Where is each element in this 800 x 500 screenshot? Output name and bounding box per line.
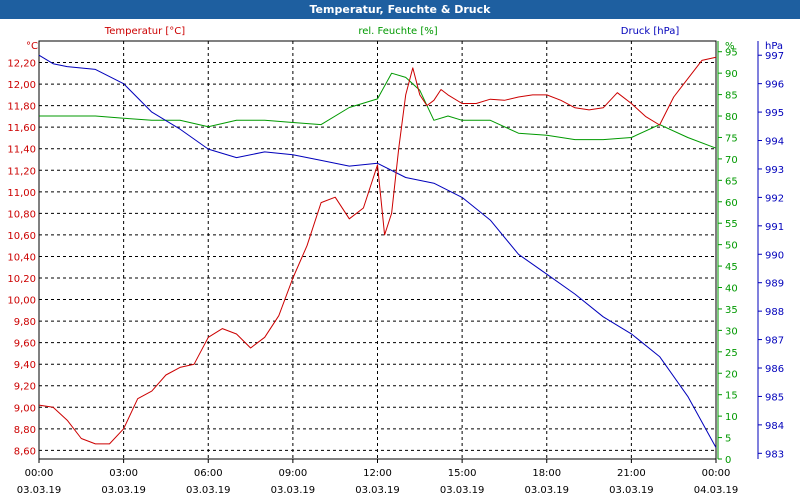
temp-tick-label: 10,60 xyxy=(7,231,36,242)
x-tick-date: 03.03.19 xyxy=(609,485,654,496)
temp-tick-label: 12,20 xyxy=(7,59,36,70)
x-tick-time: 00:00 xyxy=(25,468,54,479)
x-tick-time: 21:00 xyxy=(617,468,646,479)
humidity-tick-label: 90 xyxy=(725,69,738,80)
humidity-unit-label: % xyxy=(725,41,735,52)
pressure-tick-label: 986 xyxy=(765,364,784,375)
x-tick-time: 03:00 xyxy=(109,468,138,479)
humidity-tick-label: 0 xyxy=(725,455,731,466)
temp-tick-label: 11,80 xyxy=(7,102,36,113)
humidity-tick-label: 40 xyxy=(725,284,738,295)
temp-tick-label: 10,80 xyxy=(7,209,36,220)
legend-temperature: Temperatur [°C] xyxy=(104,26,185,37)
pressure-tick-label: 994 xyxy=(765,137,784,148)
grid xyxy=(39,41,716,459)
temp-tick-label: 9,40 xyxy=(14,360,36,371)
pressure-tick-label: 983 xyxy=(765,449,784,460)
x-tick-time: 15:00 xyxy=(448,468,477,479)
humidity-tick-label: 65 xyxy=(725,176,738,187)
x-tick-date: 03.03.19 xyxy=(355,485,400,496)
x-tick-date: 03.03.19 xyxy=(186,485,231,496)
humidity-tick-label: 5 xyxy=(725,434,731,445)
pressure-tick-label: 989 xyxy=(765,279,784,290)
x-tick-time: 12:00 xyxy=(363,468,392,479)
humidity-tick-label: 70 xyxy=(725,155,738,166)
pressure-tick-label: 991 xyxy=(765,222,784,233)
temp-tick-label: 11,20 xyxy=(7,166,36,177)
chart: 00:00 03.03.19 03:00 03.03.19 06:00 03.03.19 0… xyxy=(7,26,784,496)
x-tick-date: 03.03.19 xyxy=(524,485,569,496)
temp-tick-label: 9,20 xyxy=(14,382,36,393)
humidity-tick-label: 55 xyxy=(725,219,738,230)
temp-tick-label: 10,20 xyxy=(7,274,36,285)
humidity-tick-label: 50 xyxy=(725,241,738,252)
temp-tick-label: 8,60 xyxy=(14,446,36,457)
x-tick-date: 03.03.19 xyxy=(101,485,146,496)
humidity-tick-label: 85 xyxy=(725,91,738,102)
pressure-tick-label: 988 xyxy=(765,307,784,318)
pressure-tick-label: 985 xyxy=(765,392,784,403)
humidity-tick-label: 95 xyxy=(725,48,738,59)
axes-group: 00:00 03.03.19 03:00 03.03.19 06:00 03.03.19 0… xyxy=(7,26,784,496)
pressure-tick-label: 992 xyxy=(765,193,784,204)
x-tick-date: 03.03.19 xyxy=(271,485,316,496)
pressure-tick-label: 993 xyxy=(765,165,784,176)
pressure-tick-label: 996 xyxy=(765,80,784,91)
temp-tick-label: 11,40 xyxy=(7,145,36,156)
pressure-tick-label: 995 xyxy=(765,108,784,119)
temp-tick-label: 9,80 xyxy=(14,317,36,328)
temp-tick-label: 9,60 xyxy=(14,339,36,350)
temp-tick-label: 11,00 xyxy=(7,188,36,199)
temp-unit-label: °C xyxy=(26,41,38,52)
window-title: Temperatur, Feuchte & Druck xyxy=(0,0,800,19)
temp-tick-label: 8,80 xyxy=(14,425,36,436)
pressure-tick-label: 990 xyxy=(765,250,784,261)
series-group xyxy=(38,54,717,448)
x-tick-date: 03.03.19 xyxy=(17,485,62,496)
pressure-tick-label: 997 xyxy=(765,51,784,62)
x-tick-date: 03.03.19 xyxy=(440,485,485,496)
humidity-tick-label: 10 xyxy=(725,412,738,423)
humidity-tick-label: 60 xyxy=(725,198,738,209)
temp-tick-label: 9,00 xyxy=(14,403,36,414)
x-tick-time: 09:00 xyxy=(278,468,307,479)
temp-tick-label: 10,40 xyxy=(7,252,36,263)
pressure-unit-label: hPa xyxy=(765,41,783,52)
x-tick-date: 04.03.19 xyxy=(694,485,739,496)
x-tick-time: 06:00 xyxy=(194,468,223,479)
humidity-tick-label: 25 xyxy=(725,348,738,359)
series-line-pressure xyxy=(38,54,717,448)
pressure-tick-label: 984 xyxy=(765,421,784,432)
humidity-tick-label: 45 xyxy=(725,262,738,273)
humidity-tick-label: 75 xyxy=(725,133,738,144)
x-tick-time: 00:00 xyxy=(702,468,731,479)
legend-pressure: Druck [hPa] xyxy=(621,26,680,37)
legend-humidity: rel. Feuchte [%] xyxy=(358,26,437,37)
temp-tick-label: 10,00 xyxy=(7,296,36,307)
humidity-tick-label: 15 xyxy=(725,391,738,402)
temp-tick-label: 11,60 xyxy=(7,123,36,134)
temp-tick-label: 12,00 xyxy=(7,80,36,91)
humidity-tick-label: 80 xyxy=(725,112,738,123)
humidity-tick-label: 35 xyxy=(725,305,738,316)
pressure-tick-label: 987 xyxy=(765,336,784,347)
x-tick-time: 18:00 xyxy=(532,468,561,479)
series-line-temperature xyxy=(38,56,717,445)
humidity-tick-label: 30 xyxy=(725,326,738,337)
humidity-tick-label: 20 xyxy=(725,369,738,380)
